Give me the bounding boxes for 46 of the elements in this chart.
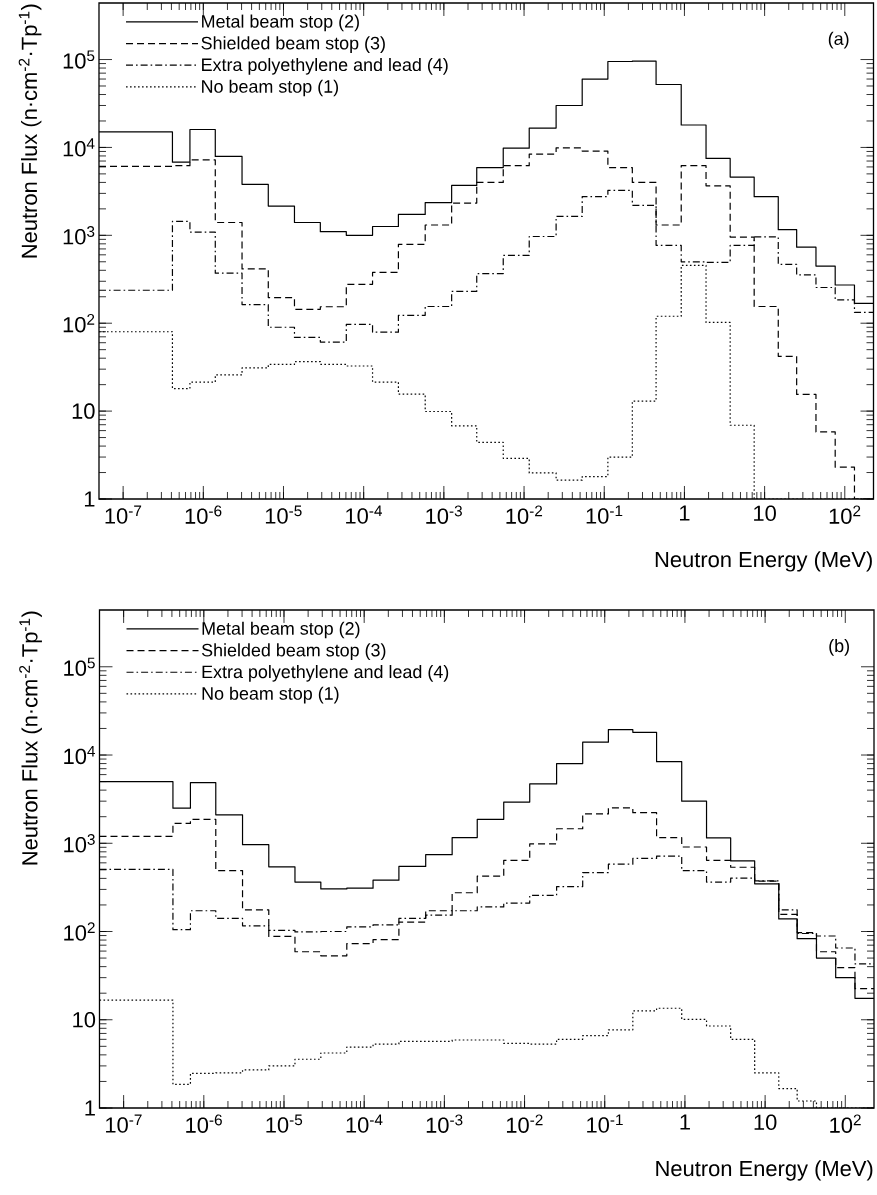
x-tick-label: 10$^{-4}$ <box>346 1114 383 1133</box>
annotation: (b) <box>829 638 849 656</box>
y-tick-label: 10$^{2}$ <box>64 922 95 941</box>
x-tick-label: 10$^{-1}$ <box>587 1114 623 1133</box>
legend-label: Metal beam stop (2) <box>202 621 360 639</box>
x-tick-label: 10$^{-2}$ <box>506 1114 543 1133</box>
x-axis-title: Neutron Energy (MeV) <box>656 1160 873 1181</box>
y-tick-label: 10$^{3}$ <box>63 226 95 245</box>
x-tick-label: 10$^{-6}$ <box>185 505 222 524</box>
x-tick-label: 10$^{-3}$ <box>426 1114 463 1133</box>
y-tick-label: 10 <box>72 403 95 419</box>
legend-label: No beam stop (1) <box>202 686 339 704</box>
x-tick-label: 10 <box>754 505 776 522</box>
legend-label: No beam stop (1) <box>202 79 339 97</box>
x-tick-label: 10$^{2}$ <box>830 1114 861 1133</box>
y-tick-label: 10$^{5}$ <box>63 50 95 69</box>
y-tick-label: 10$^{4}$ <box>63 138 95 157</box>
x-tick-label: 10$^{-2}$ <box>506 505 543 524</box>
x-tick-label: 10$^{-4}$ <box>346 505 382 524</box>
y-tick-label: 10$^{4}$ <box>64 745 96 765</box>
x-tick-label: 10$^{-5}$ <box>265 505 302 524</box>
legend-label: Extra polyethylene and lead (4) <box>202 664 449 682</box>
legend-label: Extra polyethylene and lead (4) <box>202 57 448 75</box>
x-tick-label: 10$^{-5}$ <box>266 1114 303 1133</box>
x-tick-label: 1 <box>680 1114 690 1130</box>
y-tick-label: 1 <box>84 491 95 507</box>
y-axis-title: Neutron Flux (n·cm$^{-2}$·Tp$^{-1}$) <box>18 4 42 258</box>
x-tick-label: 10$^{2}$ <box>829 505 861 524</box>
y-tick-label: 10$^{5}$ <box>64 657 95 676</box>
x-tick-label: 10$^{-1}$ <box>586 505 623 524</box>
x-tick-label: 10$^{-7}$ <box>105 505 142 524</box>
x-axis-title: Neutron Energy (MeV) <box>655 551 872 572</box>
y-axis-title: Neutron Flux (n·cm$^{-2}$·Tp$^{-1}$) <box>19 611 42 865</box>
x-tick-label: 10$^{-3}$ <box>426 505 462 524</box>
x-tick-label: 10 <box>754 1114 777 1131</box>
x-tick-label: 10$^{-6}$ <box>186 1114 222 1133</box>
y-tick-label: 1 <box>85 1100 95 1116</box>
legend-label: Shielded beam stop (3) <box>201 643 386 661</box>
legend-label: Shielded beam stop (3) <box>201 36 385 53</box>
annotation: (a) <box>828 31 849 49</box>
legend-label: Metal beam stop (2) <box>202 14 359 32</box>
y-tick-label: 10$^{3}$ <box>64 834 95 853</box>
y-tick-label: 10$^{2}$ <box>63 313 95 333</box>
y-tick-label: 10 <box>73 1011 96 1028</box>
x-tick-label: 10$^{-7}$ <box>106 1114 142 1133</box>
x-tick-label: 1 <box>680 505 690 521</box>
